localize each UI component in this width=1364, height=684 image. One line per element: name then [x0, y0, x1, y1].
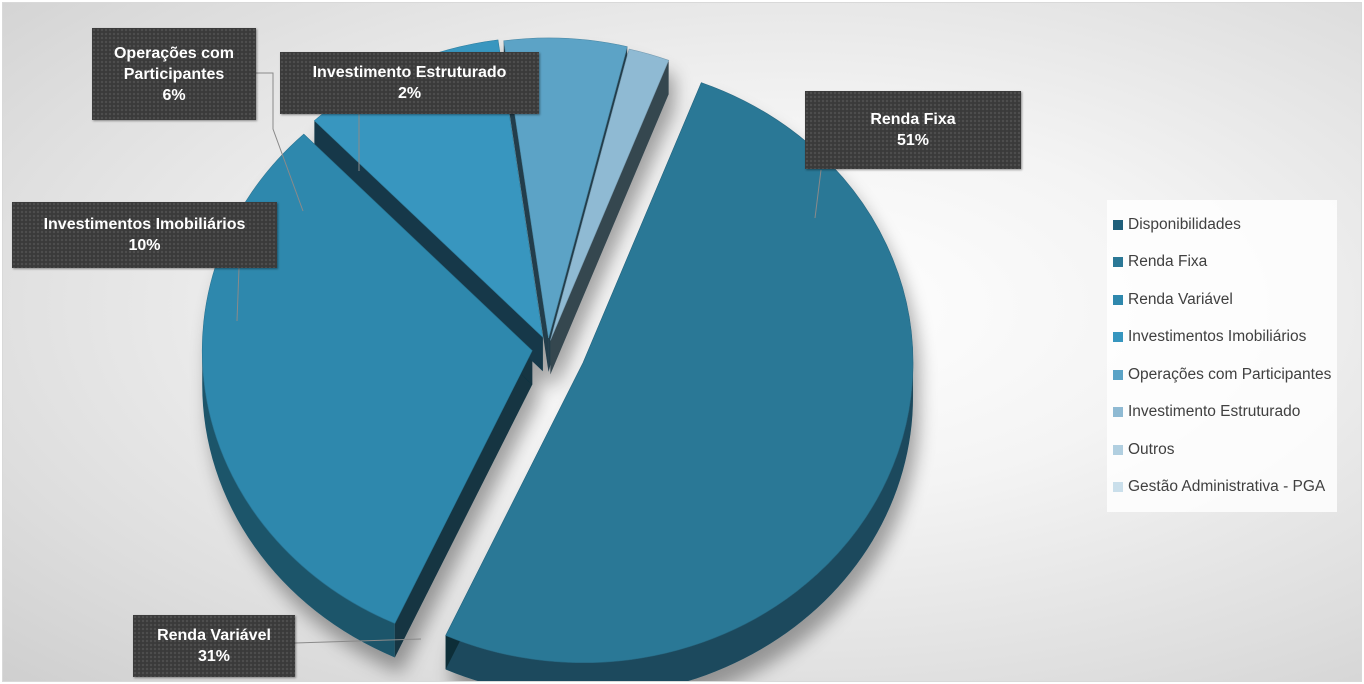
data-label-renda-fixa-value: 51% [896, 132, 930, 149]
legend-label: Operações com Participantes [1128, 365, 1332, 383]
pie-slice-5 [550, 48, 670, 341]
legend-label: Renda Fixa [1128, 253, 1208, 271]
legend-item-outros: Outros [1113, 431, 1337, 469]
pie-slice-cut [503, 40, 549, 373]
legend-swatch [1113, 332, 1123, 343]
pie-slice-2 [201, 133, 533, 624]
data-label-investimento-estruturado-name: Investimento Estruturado [312, 64, 507, 81]
data-label-renda-fixa: Renda Fixa 51% [805, 91, 1021, 169]
legend-item-renda-variavel: Renda Variável [1113, 281, 1337, 319]
data-label-renda-variavel-name: Renda Variável [157, 627, 271, 644]
data-label-operacoes-line2: Participantes [123, 65, 225, 83]
data-label-investimentos-imobiliarios-value: 10% [128, 237, 161, 254]
leader-line [256, 72, 304, 212]
legend-swatch [1113, 482, 1123, 493]
data-label-renda-variavel: Renda Variável 31% [133, 615, 295, 677]
legend-swatch [1113, 257, 1123, 268]
pie-slice-cut [394, 350, 533, 658]
legend-label: Outros [1128, 440, 1175, 458]
legend-swatch [1113, 294, 1123, 305]
data-label-investimentos-imobiliarios-name: Investimentos Imobiliários [43, 216, 246, 233]
legend-item-gestao-administrativa-pga: Gestão Administrativa - PGA [1113, 469, 1337, 507]
legend-label: Gestão Administrativa - PGA [1128, 478, 1326, 496]
legend: Disponibilidades Renda Fixa Renda Variáv… [1107, 200, 1337, 512]
legend-item-investimento-estruturado: Investimento Estruturado [1113, 394, 1337, 432]
legend-item-operacoes-com-participantes: Operações com Participantes [1113, 356, 1337, 394]
legend-label: Disponibilidades [1128, 215, 1241, 233]
leader-line [294, 638, 422, 644]
legend-swatch [1113, 444, 1123, 455]
pie-chart [201, 37, 914, 681]
data-label-renda-variavel-value: 31% [197, 648, 231, 665]
pie-slice-cut [550, 60, 669, 375]
data-label-operacoes-value: 6% [162, 86, 186, 104]
pie-slice-side [445, 362, 914, 681]
legend-swatch [1113, 369, 1123, 380]
data-label-investimento-estruturado: Investimento Estruturado 2% [280, 52, 539, 114]
legend-swatch [1113, 219, 1123, 230]
data-label-renda-fixa-name: Renda Fixa [870, 111, 956, 128]
data-label-operacoes-line1: Operações com [113, 44, 235, 62]
pie-body [201, 37, 914, 681]
legend-item-disponibilidades: Disponibilidades [1113, 206, 1337, 244]
legend-item-renda-fixa: Renda Fixa [1113, 244, 1337, 282]
data-label-investimentos-imobiliarios: Investimentos Imobiliários 10% [12, 202, 277, 268]
legend-swatch [1113, 407, 1123, 418]
data-label-operacoes-com-participantes: Operações com Participantes 6% [92, 28, 256, 120]
legend-label: Renda Variável [1128, 290, 1233, 308]
legend-label: Investimento Estruturado [1128, 403, 1301, 421]
data-label-investimento-estruturado-value: 2% [397, 85, 422, 102]
leader-line [236, 267, 240, 322]
leader-line [814, 169, 822, 219]
legend-label: Investimentos Imobiliários [1128, 328, 1307, 346]
pie-slice-side [202, 350, 395, 658]
legend-item-investimentos-imobiliarios: Investimentos Imobiliários [1113, 319, 1337, 357]
